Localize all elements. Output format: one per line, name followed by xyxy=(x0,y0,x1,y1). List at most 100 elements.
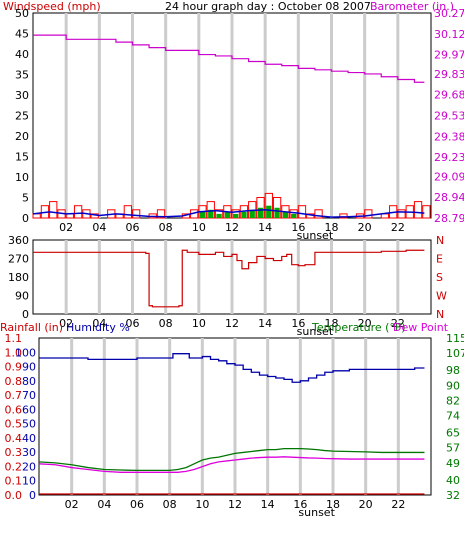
temperature-tick-label: 107 xyxy=(446,347,464,360)
x-tick-label: 08 xyxy=(163,498,177,511)
wind-tick-label: 15 xyxy=(15,151,29,164)
baro-tick-label: 30.27 xyxy=(434,7,464,20)
panel-rain-humidity-temp-marks xyxy=(38,353,425,495)
humidity-axis-title: Humidity % xyxy=(66,321,130,334)
compass-tick-label: N xyxy=(436,234,444,247)
wind-fill-bar xyxy=(241,211,247,218)
gust-bar xyxy=(49,201,58,219)
wind-axis-title: Windspeed (mph) xyxy=(3,0,101,13)
temperature-tick-label: 49 xyxy=(446,457,460,470)
baro-tick-label: 29.53 xyxy=(434,110,464,123)
x-tick-label: 22 xyxy=(391,221,405,234)
baro-tick-label: 28.79 xyxy=(434,212,464,225)
x-tick-label: 02 xyxy=(59,221,73,234)
x-tick-label: 06 xyxy=(126,221,140,234)
baro-tick-label: 28.94 xyxy=(434,191,464,204)
temperature-tick-label: 57 xyxy=(446,442,460,455)
x-tick-label: 10 xyxy=(192,221,206,234)
x-tick-label: 16 xyxy=(291,221,305,234)
x-tick-label: 18 xyxy=(325,221,339,234)
dewpoint-line xyxy=(38,456,425,473)
panel-wind-direction-marks xyxy=(33,249,425,308)
gust-bar xyxy=(314,209,323,219)
rain-tick-label: 0.2 xyxy=(5,460,23,473)
x-tick-label: 22 xyxy=(391,317,405,330)
wind-tick-label: 40 xyxy=(15,48,29,61)
sunset-label: sunset xyxy=(297,325,334,338)
wind-tick-label: 20 xyxy=(15,130,29,143)
rain-tick-label: 0.8 xyxy=(5,375,23,388)
x-tick-label: 08 xyxy=(159,221,173,234)
gust-bar xyxy=(422,205,431,219)
wind-fill-bar xyxy=(199,211,206,218)
gust-bar xyxy=(413,201,423,219)
compass-tick-label: W xyxy=(436,290,447,303)
x-tick-label: 10 xyxy=(195,498,209,511)
x-tick-label: 04 xyxy=(92,221,106,234)
average-wind-line xyxy=(32,209,425,218)
x-tick-label: 18 xyxy=(325,317,339,330)
gust-bar xyxy=(123,205,133,219)
x-tick-label: 20 xyxy=(359,498,373,511)
humidity-tick-label: 50 xyxy=(22,418,36,431)
temperature-tick-label: 32 xyxy=(446,489,460,502)
humidity-line xyxy=(39,353,425,383)
rain-tick-label: 0.0 xyxy=(5,489,23,502)
wind-fill-bar xyxy=(249,209,255,218)
x-tick-label: 06 xyxy=(126,317,140,330)
chart-title: 24 hour graph day : October 08 2007 xyxy=(165,0,371,13)
temperature-tick-label: 90 xyxy=(446,379,460,392)
x-tick-label: 04 xyxy=(97,498,111,511)
direction-line xyxy=(33,249,425,308)
panel-wind-baro: 0 5 10 15 20 25 30 35 40 45 50 28.79 28.94 29.09 29.23… xyxy=(15,7,464,242)
humidity-tick-label: 60 xyxy=(22,403,36,416)
sunset-label: sunset xyxy=(298,506,335,519)
panel-wind-baro-axes: 0 5 10 15 20 25 30 35 40 45 50 28.79 28.94 29.09 29.23… xyxy=(15,7,464,242)
wind-tick-label: 30 xyxy=(15,89,29,102)
temperature-tick-label: 115 xyxy=(446,332,464,345)
wind-fill-bar xyxy=(257,207,264,218)
temperature-line xyxy=(38,448,425,472)
humidity-tick-label: 0 xyxy=(29,489,36,502)
temperature-tick-label: 82 xyxy=(446,394,460,407)
x-tick-label: 04 xyxy=(92,317,106,330)
humidity-tick-label: 70 xyxy=(22,389,36,402)
gust-bar xyxy=(73,205,83,219)
wind-fill-bar xyxy=(233,213,239,218)
temperature-tick-label: 98 xyxy=(446,364,460,377)
baro-tick-label: 29.68 xyxy=(434,89,464,102)
x-tick-label: 14 xyxy=(258,317,272,330)
baro-tick-label: 29.83 xyxy=(434,68,464,81)
baro-axis-title: Barometer (in.) xyxy=(370,0,454,13)
humidity-tick-label: 10 xyxy=(22,475,36,488)
rain-tick-label: 0.7 xyxy=(5,389,23,402)
direction-tick-label: 360 xyxy=(8,234,29,247)
temperature-tick-label: 74 xyxy=(446,410,460,423)
rain-axis-title: Rainfall (in) xyxy=(0,321,63,334)
wind-fill-bar xyxy=(282,211,289,218)
panel-wind-baro-marks xyxy=(32,34,431,219)
wind-fill-bar xyxy=(216,213,222,218)
x-tick-label: 08 xyxy=(159,317,173,330)
gust-bar xyxy=(132,209,141,219)
direction-tick-label: 90 xyxy=(15,290,29,303)
wind-fill-bar xyxy=(291,213,297,218)
humidity-tick-label: 40 xyxy=(22,432,36,445)
sunset-label: sunset xyxy=(297,229,334,242)
rain-tick-label: 0.4 xyxy=(5,432,23,445)
temperature-tick-label: 65 xyxy=(446,427,460,440)
panel-rain-humidity-temp-grid xyxy=(70,338,400,495)
wind-fill-bar xyxy=(224,211,230,218)
baro-tick-label: 30.12 xyxy=(434,28,464,41)
x-tick-label: 22 xyxy=(391,498,405,511)
baro-tick-label: 29.23 xyxy=(434,151,464,164)
temperature-tick-label: 40 xyxy=(446,474,460,487)
x-tick-label: 16 xyxy=(291,317,305,330)
dewpoint-axis-title: Dew Point xyxy=(393,321,449,334)
temperature-axis-title: Temperature (°F) xyxy=(311,321,406,334)
humidity-tick-label: 80 xyxy=(22,375,36,388)
x-tick-label: 20 xyxy=(358,221,372,234)
